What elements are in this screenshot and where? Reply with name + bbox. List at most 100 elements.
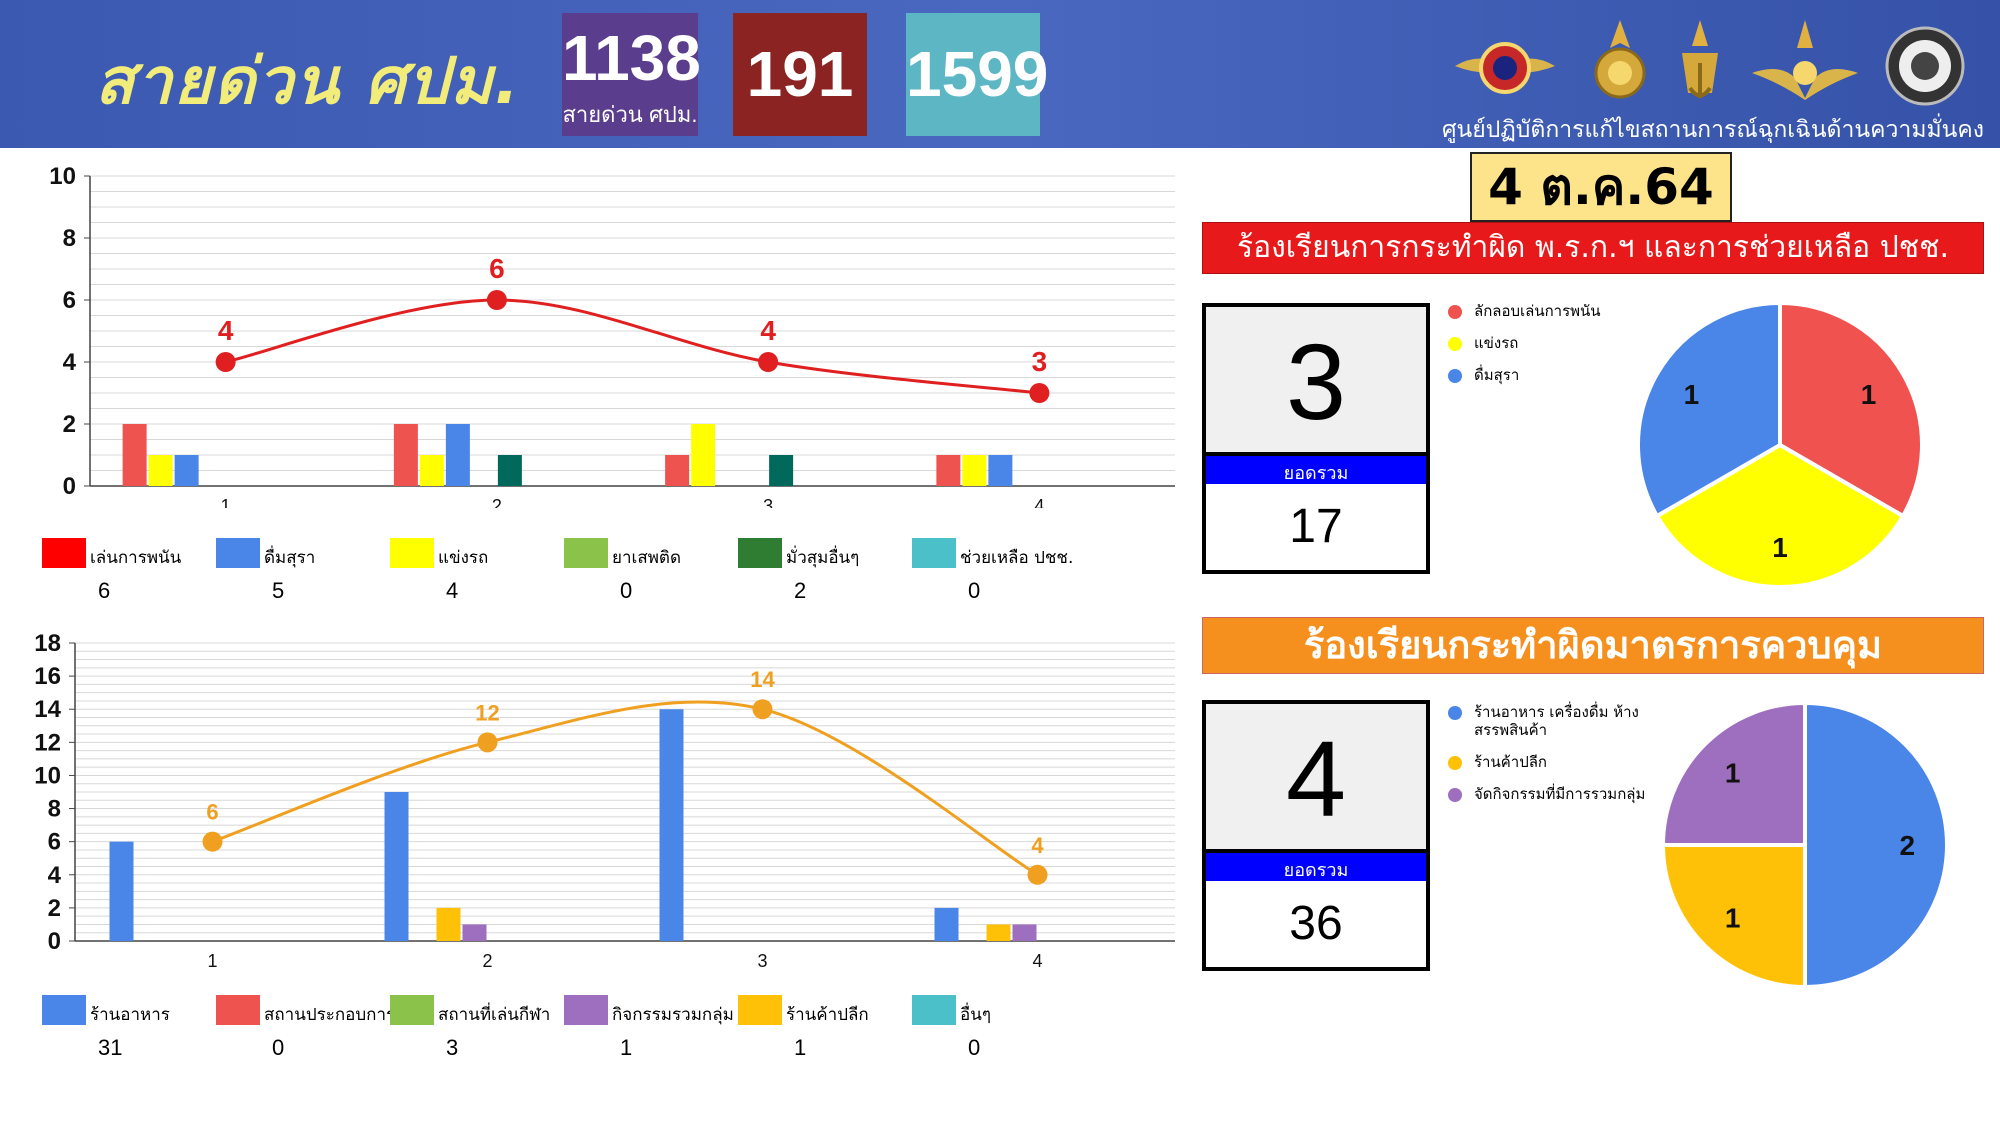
pie-chart-violations: 1 1 1 xyxy=(1636,300,1924,589)
x-tick-label: 2 xyxy=(492,496,502,508)
pie2-legend: ร้านอาหาร เครื่องดื่ม ห้างสรรพสินค้า ร้า… xyxy=(1448,703,1648,817)
bar-มั่วสุมอื่นๆ xyxy=(497,455,522,486)
pie-slice xyxy=(1660,700,1807,847)
y-tick-label: 2 xyxy=(48,895,61,922)
bar-ดื่มสุรา xyxy=(962,455,987,486)
y-tick-label: 2 xyxy=(63,411,76,438)
navy-emblem-icon xyxy=(1594,20,1646,99)
hotline-number: 1599 xyxy=(906,38,1049,110)
bar-สถานที่เล่นกีฬา xyxy=(436,907,461,941)
banner-measures: ร้องเรียนกระทำผิดมาตรการควบคุม xyxy=(1202,617,1984,674)
bar-ดื่มสุรา xyxy=(419,455,444,486)
bar-ร้านอาหาร xyxy=(384,792,409,941)
legend-item: ร้านอาหาร เครื่องดื่ม ห้างสรรพสินค้า xyxy=(1448,703,1648,739)
bar-เล่นการพนัน xyxy=(936,455,961,486)
pie-slice-label: 1 xyxy=(1861,379,1877,410)
x-tick-label: 4 xyxy=(1034,496,1044,508)
legend-dot xyxy=(1448,706,1462,720)
hotline-number: 191 xyxy=(746,38,854,110)
legend-label: สถานประกอบการฯ xyxy=(264,1005,405,1025)
stat-box-violations: 3 ยอดรวม 17 xyxy=(1202,303,1430,574)
pie-slice xyxy=(1636,300,1782,519)
legend-dot xyxy=(1448,369,1462,383)
bar-แข่งรถ xyxy=(988,455,1013,486)
legend-label: ร้านค้าปลีก xyxy=(1474,753,1547,771)
legend-swatch xyxy=(912,538,956,568)
banner-violations: ร้องเรียนการกระทำผิด พ.ร.ก.ฯ และการช่วยเ… xyxy=(1202,222,1984,274)
organization-name: ศูนย์ปฏิบัติการแก้ไขสถานการณ์ฉุกเฉินด้าน… xyxy=(1441,117,1984,143)
legend-label: มั่วสุมอื่นๆ xyxy=(786,548,860,568)
bar-กิจกรรมรวมกลุ่ม xyxy=(1012,924,1037,941)
report-date: 4 ต.ค.64 xyxy=(1470,152,1732,222)
trend-point xyxy=(752,699,773,720)
hotline-1138: 1138 สายด่วน ศปม. xyxy=(562,13,701,136)
pie-slice xyxy=(1803,700,1949,990)
y-tick-label: 14 xyxy=(34,696,61,723)
hotline-191: 191 xyxy=(733,13,867,136)
y-tick-label: 4 xyxy=(63,349,77,376)
bar-มั่วสุมอื่นๆ xyxy=(769,455,794,486)
y-tick-label: 0 xyxy=(48,928,61,955)
legend-total: 0 xyxy=(968,1035,981,1060)
y-tick-label: 4 xyxy=(48,862,62,889)
legend-label: ร้านอาหาร เครื่องดื่ม ห้างสรรพสินค้า xyxy=(1474,703,1639,739)
legend-total: 3 xyxy=(446,1035,459,1060)
legend-item: แข่งรถ xyxy=(1448,334,1601,352)
hotline-1599: 1599 xyxy=(906,13,1049,136)
legend-total: 4 xyxy=(446,578,459,603)
y-tick-label: 10 xyxy=(49,163,76,190)
legend-total: 1 xyxy=(620,1035,633,1060)
total-value: 36 xyxy=(1289,897,1343,950)
trend-point-label: 6 xyxy=(489,253,505,284)
trend-point-label: 4 xyxy=(760,315,776,346)
trend-point xyxy=(202,831,223,852)
trend-point-label: 12 xyxy=(475,700,499,725)
bar-ดื่มสุรา xyxy=(691,424,716,486)
trend-point-label: 14 xyxy=(750,667,775,692)
bar-เล่นการพนัน xyxy=(122,424,147,486)
trend-point-label: 4 xyxy=(1031,833,1044,858)
pie-slice-label: 1 xyxy=(1725,758,1741,789)
x-tick-label: 4 xyxy=(1032,951,1042,970)
legend-dot xyxy=(1448,788,1462,802)
y-tick-label: 6 xyxy=(63,287,76,314)
legend-total: 6 xyxy=(98,578,111,603)
bar-เล่นการพนัน xyxy=(665,455,690,486)
legend-item: ร้านค้าปลีก xyxy=(1448,753,1648,771)
legend-item: ลักลอบเล่นการพนัน xyxy=(1448,302,1601,320)
bar-กิจกรรมรวมกลุ่ม xyxy=(462,924,487,941)
bar-แข่งรถ xyxy=(174,455,199,486)
legend-label: จัดกิจกรรมที่มีการรวมกลุ่ม xyxy=(1474,785,1646,803)
bar-ร้านอาหาร xyxy=(109,841,134,941)
legend-label: ดื่มสุรา xyxy=(1474,366,1520,384)
trend-point xyxy=(1027,864,1048,885)
legend-dot xyxy=(1448,337,1462,351)
legend-total: 2 xyxy=(794,578,807,603)
legend-swatch xyxy=(738,995,782,1025)
x-tick-label: 1 xyxy=(207,951,217,970)
legend-total: 0 xyxy=(620,578,633,603)
legend-total: 1 xyxy=(794,1035,807,1060)
legend-label: อื่นๆ xyxy=(960,1005,991,1025)
y-tick-label: 18 xyxy=(34,630,61,657)
pie-slice-label: 1 xyxy=(1684,379,1700,410)
legend-label: ร้านค้าปลีก xyxy=(786,1005,869,1025)
trend-line xyxy=(225,298,1040,395)
legend-dot xyxy=(1448,756,1462,770)
trend-point xyxy=(486,290,507,310)
bar-สถานที่เล่นกีฬา xyxy=(986,924,1011,941)
legend-label: กิจกรรมรวมกลุ่ม xyxy=(612,1005,734,1025)
legend-swatch xyxy=(390,538,434,568)
x-tick-label: 3 xyxy=(763,496,773,508)
legend-total: 5 xyxy=(272,578,285,603)
y-tick-label: 12 xyxy=(34,729,61,756)
legend-label: ดื่มสุรา xyxy=(264,548,316,568)
legend-swatch xyxy=(564,995,608,1025)
legend-label: ลักลอบเล่นการพนัน xyxy=(1474,302,1601,320)
bar-ดื่มสุรา xyxy=(148,455,173,486)
y-tick-label: 10 xyxy=(34,762,61,789)
trend-point xyxy=(1029,383,1050,403)
pie-slice-label: 2 xyxy=(1899,830,1915,861)
trend-point xyxy=(758,352,779,372)
pie-slice xyxy=(1660,843,1807,990)
